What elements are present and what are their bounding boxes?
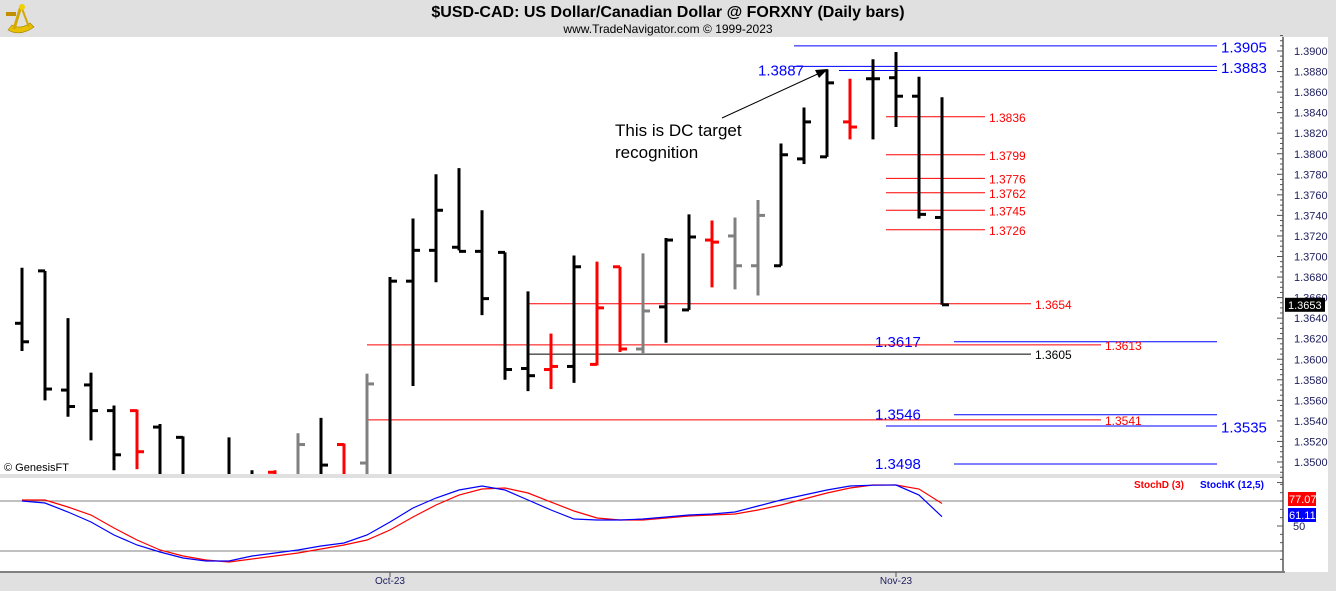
price-bar xyxy=(475,210,489,316)
price-bar xyxy=(912,76,926,219)
level-label: 1.3726 xyxy=(989,224,1026,238)
price-bar xyxy=(567,255,581,383)
price-bar xyxy=(319,417,328,474)
y-tick-label: 1.3760 xyxy=(1294,190,1328,202)
price-bar xyxy=(15,267,29,352)
level-label: 1.3776 xyxy=(989,172,1026,186)
y-tick-label: 1.3520 xyxy=(1294,436,1328,448)
level-label: 1.3799 xyxy=(989,149,1026,163)
y-tick-label: 1.3620 xyxy=(1294,334,1328,346)
price-bar xyxy=(935,97,949,307)
level-label: 1.3535 xyxy=(1221,420,1267,437)
price-bar xyxy=(613,265,627,353)
legend-stochd: StochD (3) xyxy=(1134,480,1184,491)
y-tick-label: 1.3640 xyxy=(1294,313,1328,325)
y-tick-label: 1.3560 xyxy=(1294,395,1328,407)
legend-stochk: StochK (12,5) xyxy=(1200,480,1264,491)
level-label: 1.3613 xyxy=(1105,339,1142,353)
stoch-d-line xyxy=(22,484,943,563)
stochd-value: 77.07 xyxy=(1289,494,1317,506)
price-bar xyxy=(544,333,558,390)
price-bar xyxy=(153,423,162,474)
y-tick-label: 1.3900 xyxy=(1294,46,1328,58)
price-bar xyxy=(268,470,277,474)
price-bar xyxy=(61,318,75,417)
y-tick-label: 1.3780 xyxy=(1294,169,1328,181)
price-bar xyxy=(751,199,765,296)
y-tick-label: 1.3500 xyxy=(1294,457,1328,469)
price-bar xyxy=(659,238,673,343)
y-tick-label: 1.3800 xyxy=(1294,149,1328,161)
price-bar xyxy=(406,218,420,386)
y-tick-label: 1.3540 xyxy=(1294,416,1328,428)
y-tick-label: 1.3720 xyxy=(1294,231,1328,243)
price-bar xyxy=(38,269,52,401)
copyright-label: © GenesisFT xyxy=(4,462,69,474)
price-bar xyxy=(774,143,788,268)
price-bar xyxy=(866,59,880,140)
level-label: 1.3905 xyxy=(1221,39,1267,56)
last-price-badge xyxy=(1285,297,1325,312)
stochk-value-badge xyxy=(1288,508,1316,522)
x-tick-label: Nov-23 xyxy=(880,576,913,587)
level-label: 1.3762 xyxy=(989,187,1026,201)
chart-title: $USD-CAD: US Dollar/Canadian Dollar @ FO… xyxy=(431,4,904,21)
level-label: 1.3617 xyxy=(875,334,921,351)
price-bar xyxy=(130,409,144,470)
level-label: 1.3654 xyxy=(1035,298,1072,312)
y-tick-label: 1.3880 xyxy=(1294,67,1328,79)
price-bar xyxy=(820,69,834,159)
chart-subtitle: www.TradeNavigator.com © 1999-2023 xyxy=(562,22,772,36)
price-bar xyxy=(84,372,98,441)
price-bar xyxy=(889,52,903,128)
y-tick-label: 1.3600 xyxy=(1294,354,1328,366)
price-bar xyxy=(521,291,535,392)
price-bar xyxy=(107,405,121,471)
y-tick-label: 1.3740 xyxy=(1294,210,1328,222)
price-bar xyxy=(636,253,650,354)
price-bar xyxy=(337,443,346,474)
last-price-label: 1.3653 xyxy=(1288,300,1322,312)
y-tick-label: 1.3860 xyxy=(1294,87,1328,99)
price-bar xyxy=(705,220,719,288)
price-bar xyxy=(682,214,696,312)
price-bar xyxy=(176,435,185,474)
stochk-value: 61.11 xyxy=(1289,510,1316,522)
y-tick-label: 1.3820 xyxy=(1294,128,1328,140)
stochd-value-badge xyxy=(1288,492,1316,506)
annotation-text-line2: recognition xyxy=(615,143,698,162)
price-bar xyxy=(797,107,811,165)
sextant-icon xyxy=(6,4,35,34)
stochastic-panel[interactable] xyxy=(0,478,1283,572)
y-tick-label: 1.3580 xyxy=(1294,375,1328,387)
level-label: 1.3745 xyxy=(989,204,1026,218)
level-label: 1.3605 xyxy=(1035,348,1072,362)
y-tick-label: 1.3840 xyxy=(1294,108,1328,120)
price-bar xyxy=(429,174,443,283)
price-bar xyxy=(452,168,466,253)
level-label: 1.3498 xyxy=(875,456,921,473)
price-bar xyxy=(360,373,374,474)
price-bar xyxy=(388,277,397,474)
price-bar xyxy=(843,78,857,140)
level-label: 1.3541 xyxy=(1105,414,1142,428)
level-label: 1.3883 xyxy=(1221,60,1267,77)
y-tick-label: 1.3700 xyxy=(1294,252,1328,264)
x-tick-label: Oct-23 xyxy=(375,576,405,587)
price-bar xyxy=(590,261,604,366)
annotation-text-line1: This is DC target xyxy=(615,121,742,140)
price-bar xyxy=(728,217,742,290)
stoch-k-line xyxy=(21,484,943,562)
level-label: 1.3546 xyxy=(875,407,921,424)
price-bar xyxy=(296,433,305,474)
price-bar xyxy=(498,250,512,380)
price-bar xyxy=(227,437,231,474)
level-label: 1.3836 xyxy=(989,111,1026,125)
level-label: 1.3887 xyxy=(758,63,804,80)
annotation-arrow xyxy=(721,69,828,119)
y-tick-label: 1.3680 xyxy=(1294,272,1328,284)
stoch-tick-label: 50 xyxy=(1293,521,1305,533)
